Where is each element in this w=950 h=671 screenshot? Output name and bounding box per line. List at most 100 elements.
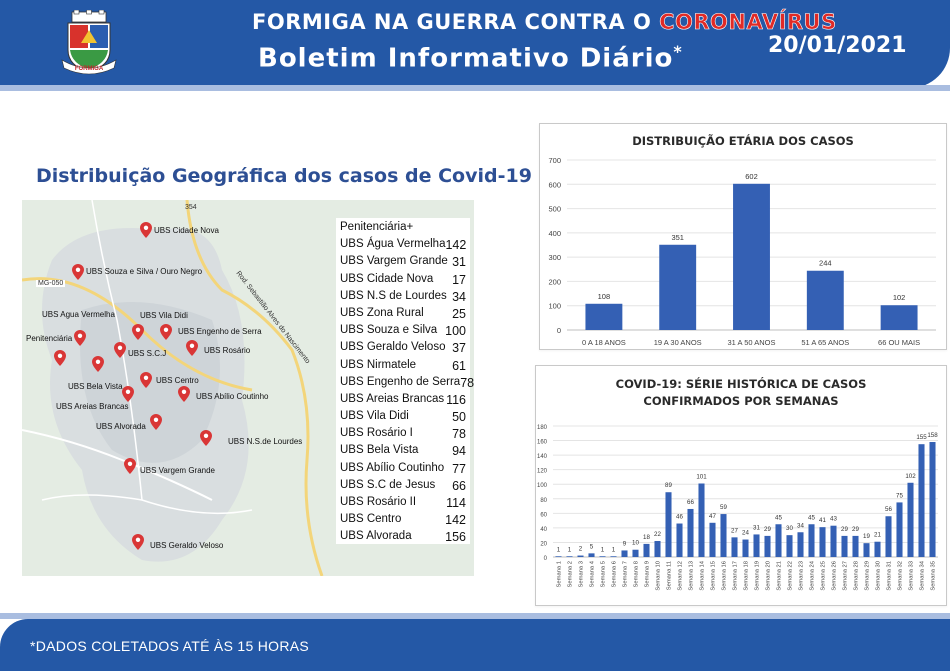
x-tick-label: Semana 16 bbox=[722, 561, 728, 591]
x-tick-label: Semana 35 bbox=[931, 561, 937, 591]
bulletin-date: 20/01/2021 bbox=[768, 33, 907, 58]
x-tick-label: 0 A 18 ANOS bbox=[582, 338, 626, 347]
data-label: 31 bbox=[753, 524, 760, 531]
bar bbox=[808, 524, 815, 557]
bar bbox=[698, 483, 705, 557]
bar bbox=[577, 555, 584, 557]
footer-accent-bar bbox=[0, 613, 950, 619]
data-label: 30 bbox=[786, 525, 793, 532]
bar bbox=[819, 527, 826, 557]
bar bbox=[659, 244, 697, 330]
bar bbox=[863, 543, 870, 557]
x-tick-label: Semana 9 bbox=[645, 561, 651, 587]
bar bbox=[643, 543, 650, 557]
x-tick-label: Semana 27 bbox=[843, 561, 849, 591]
map-pin-label: UBS Abílio Coutinho bbox=[196, 392, 269, 401]
road-label-354: 354 bbox=[185, 204, 197, 211]
data-label: 66 bbox=[687, 499, 694, 506]
data-label: 29 bbox=[841, 526, 848, 533]
y-tick-label: 600 bbox=[548, 180, 561, 189]
data-label: 59 bbox=[720, 504, 727, 511]
map-pin-label: UBS Areias Brancas bbox=[56, 402, 129, 411]
ubs-table-row: UBS Vila Didi 50 bbox=[340, 410, 466, 427]
map-pin-icon bbox=[74, 330, 86, 346]
data-label: 56 bbox=[885, 506, 892, 513]
age-distribution-panel: DISTRIBUIÇÃO ETÁRIA DOS CASOS 0 100 200 300… bbox=[539, 123, 947, 350]
map-pin-label: Penitenciária bbox=[26, 334, 73, 343]
ubs-case-count: 37 bbox=[452, 341, 466, 356]
y-tick-label: 200 bbox=[548, 277, 561, 286]
data-label: 18 bbox=[643, 534, 650, 541]
ubs-name: UBS Rosário II bbox=[340, 496, 417, 508]
ubs-name: UBS Engenho de Serra bbox=[340, 375, 461, 388]
city-crest-logo: FORMIGA bbox=[61, 10, 117, 75]
ubs-case-count: 78 bbox=[460, 375, 474, 390]
bar bbox=[907, 482, 914, 557]
road-label-mg050: MG-050 bbox=[36, 280, 66, 287]
map-pin-icon bbox=[114, 342, 126, 358]
data-label: 45 bbox=[775, 514, 782, 521]
ubs-table-row: UBS Nirmatele 61 bbox=[340, 359, 466, 376]
data-label: 21 bbox=[874, 532, 881, 539]
bar bbox=[585, 303, 623, 330]
ubs-name: UBS Vila Didi bbox=[340, 410, 409, 423]
ubs-table-row: Penitenciária+ bbox=[340, 221, 466, 238]
y-tick-label: 0 bbox=[544, 556, 548, 562]
ubs-case-count: 61 bbox=[452, 358, 466, 373]
ubs-name: UBS Areias Brancas bbox=[340, 392, 445, 405]
map-pin-icon bbox=[200, 430, 212, 446]
bar bbox=[753, 534, 760, 557]
y-tick-label: 500 bbox=[548, 205, 561, 214]
map-pin-label: UBS Geraldo Veloso bbox=[150, 541, 224, 550]
data-label: 22 bbox=[654, 531, 661, 538]
map-pin-label: UBS Cidade Nova bbox=[154, 226, 219, 235]
ubs-table-row: UBS Água Vermelha 142 bbox=[340, 238, 466, 255]
bar bbox=[929, 442, 936, 557]
bar bbox=[880, 305, 918, 330]
x-tick-label: Semana 11 bbox=[667, 561, 673, 590]
ubs-table-row: UBS Zona Rural 25 bbox=[340, 307, 466, 324]
ubs-table-row: UBS Bela Vista 94 bbox=[340, 444, 466, 461]
y-tick-label: 60 bbox=[540, 512, 547, 518]
data-label: 89 bbox=[665, 482, 672, 489]
bar bbox=[797, 532, 804, 557]
ubs-table-row: UBS Centro 142 bbox=[340, 513, 466, 530]
x-tick-label: Semana 14 bbox=[700, 560, 706, 590]
ubs-name: UBS Água Vermelha bbox=[340, 238, 446, 251]
x-tick-label: Semana 24 bbox=[810, 560, 816, 590]
data-label: 43 bbox=[830, 516, 837, 523]
data-label: 47 bbox=[709, 513, 716, 520]
bar bbox=[874, 541, 881, 557]
map-pin-label: UBS Souza e Silva / Ouro Negro bbox=[86, 267, 203, 276]
x-tick-label: Semana 8 bbox=[634, 561, 640, 587]
map-pin-label: UBS Rosário bbox=[204, 346, 251, 355]
data-label: 351 bbox=[671, 233, 684, 242]
bar bbox=[830, 525, 837, 557]
age-distribution-chart: 0 100 200 300 400 500 600 700 108 0 A 18 ANOS 351 1… bbox=[548, 156, 936, 347]
x-tick-label: Semana 17 bbox=[733, 561, 739, 591]
bar bbox=[555, 556, 562, 557]
bar bbox=[610, 556, 617, 557]
ubs-table-row: UBS S.C de Jesus 66 bbox=[340, 479, 466, 496]
map-pin-label: UBS Vargem Grande bbox=[140, 466, 215, 475]
data-label: 29 bbox=[764, 526, 771, 533]
map-pin-icon bbox=[124, 458, 136, 474]
weekly-chart-title: COVID-19: SÉRIE HISTÓRICA DE CASOS CONFI… bbox=[615, 377, 867, 408]
headline-prefix: FORMIGA NA GUERRA CONTRA O bbox=[252, 10, 660, 34]
ubs-table-row: UBS Geraldo Veloso 37 bbox=[340, 341, 466, 358]
x-tick-label: Semana 18 bbox=[744, 561, 750, 591]
map-pin-icon bbox=[150, 414, 162, 430]
ubs-name: UBS Vargem Grande bbox=[340, 255, 448, 268]
ubs-case-count: 142 bbox=[445, 513, 466, 528]
bar bbox=[742, 539, 749, 557]
x-tick-label: Semana 7 bbox=[623, 561, 629, 587]
y-tick-label: 40 bbox=[540, 527, 547, 533]
bar bbox=[566, 556, 573, 557]
data-label: 5 bbox=[590, 543, 594, 550]
age-chart-title: DISTRIBUIÇÃO ETÁRIA DOS CASOS bbox=[632, 134, 854, 148]
x-tick-label: Semana 23 bbox=[799, 561, 805, 591]
x-tick-label: Semana 20 bbox=[766, 561, 772, 591]
data-label: 101 bbox=[696, 473, 707, 480]
map-pin-icon bbox=[140, 222, 152, 238]
ubs-name: UBS Bela Vista bbox=[340, 444, 419, 457]
